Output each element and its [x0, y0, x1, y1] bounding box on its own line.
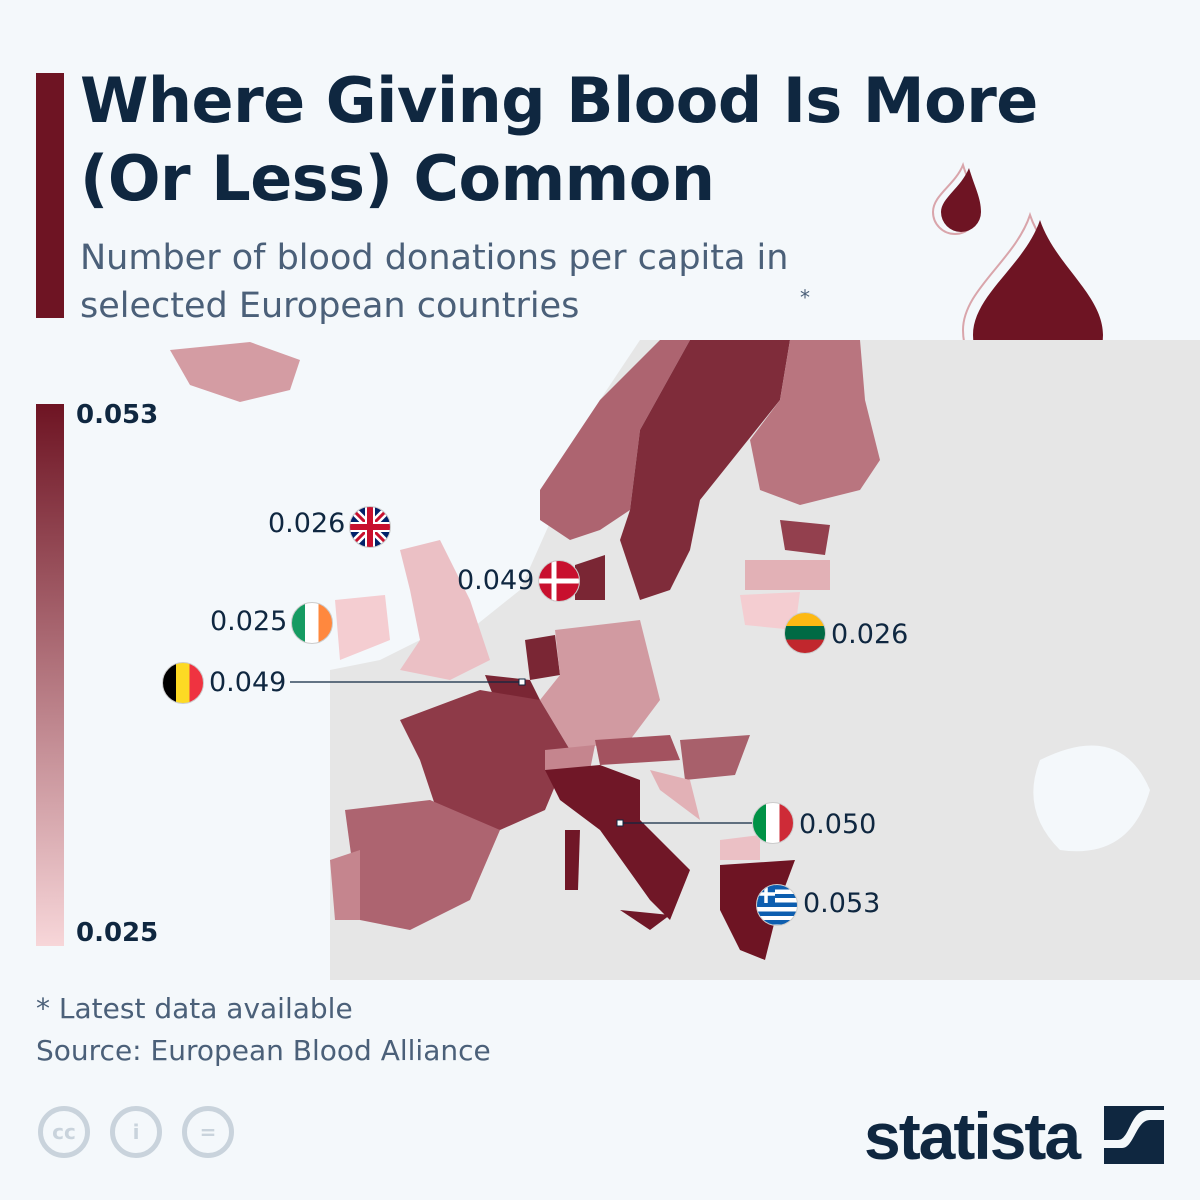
- country-lithuania: [740, 592, 800, 630]
- uk-flag-icon: [349, 506, 391, 548]
- color-scale-bar: [36, 404, 64, 946]
- country-iceland: [170, 342, 300, 402]
- belgium-value: 0.049: [209, 667, 287, 698]
- ireland-value: 0.025: [210, 606, 288, 637]
- statista-logo[interactable]: statista: [864, 1099, 1081, 1173]
- country-portugal: [330, 850, 360, 920]
- country-netherlands: [525, 635, 560, 680]
- belgium-flag-icon: [162, 662, 204, 704]
- attribution-icon[interactable]: i: [110, 1106, 162, 1158]
- country-latvia: [745, 560, 830, 590]
- no-derivatives-icon[interactable]: =: [182, 1106, 234, 1158]
- denmark-value: 0.049: [457, 565, 535, 596]
- creative-commons-icon[interactable]: cc: [38, 1106, 90, 1158]
- belgium-marker: [518, 678, 526, 686]
- greece-flag-icon: [756, 884, 798, 926]
- country-denmark: [575, 555, 605, 600]
- country-france: [400, 690, 570, 830]
- country-uk: [400, 540, 490, 680]
- country-spain: [345, 800, 500, 930]
- country-sweden: [620, 340, 790, 600]
- country-sardinia: [565, 830, 580, 890]
- lithuania-flag-icon: [784, 612, 826, 654]
- country-sicily: [620, 910, 670, 930]
- legend-min-label: 0.025: [76, 918, 159, 948]
- title-accent-bar: [36, 73, 64, 318]
- footnote: * Latest data available: [36, 992, 353, 1025]
- italy-value: 0.050: [799, 809, 877, 840]
- uk-value: 0.026: [268, 508, 346, 539]
- page-title: Where Giving Blood Is More (Or Less) Com…: [80, 64, 1038, 215]
- country-ireland: [335, 595, 390, 660]
- legend-max-label: 0.053: [76, 400, 159, 430]
- country-austria: [595, 735, 680, 765]
- subtitle: Number of blood donations per capita in …: [80, 238, 810, 326]
- country-italy: [545, 765, 690, 920]
- statista-logo-mark-icon: [1104, 1106, 1164, 1164]
- denmark-flag-icon: [538, 560, 580, 602]
- country-hungary: [680, 735, 750, 780]
- country-estonia: [780, 520, 830, 555]
- country-germany: [540, 620, 660, 750]
- source-text: Source: European Blood Alliance: [36, 1034, 491, 1067]
- ireland-flag-icon: [291, 602, 333, 644]
- country-croatia: [650, 770, 700, 820]
- country-north-macedonia: [720, 835, 760, 860]
- europe-map: [0, 340, 1200, 980]
- italy-flag-icon: [752, 802, 794, 844]
- country-switzerland: [545, 745, 595, 770]
- italy-marker: [616, 819, 624, 827]
- greece-value: 0.053: [803, 888, 881, 919]
- country-finland: [750, 340, 880, 505]
- country-norway: [540, 340, 690, 540]
- lithuania-value: 0.026: [831, 619, 909, 650]
